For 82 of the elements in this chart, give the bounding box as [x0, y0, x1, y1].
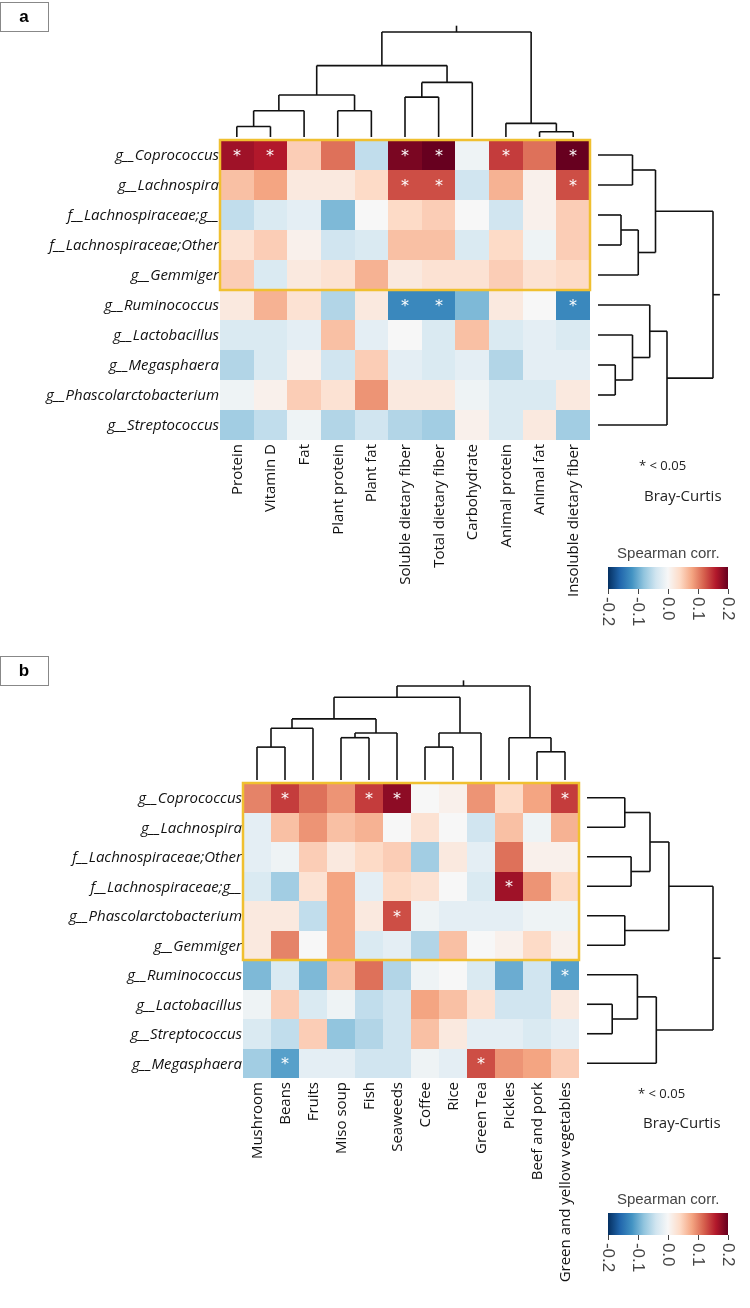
y-tick-label: g__Lachnospira [116, 174, 220, 195]
data-label: * [435, 145, 443, 165]
data-label: * [477, 1053, 485, 1073]
x-tick-label: Insoluble dietary fiber [562, 444, 583, 598]
y-tick-label: g__Ruminococcus [126, 964, 243, 984]
color-bar-label: 0.2 [718, 1242, 738, 1267]
x-tick-label: Vitamin D [259, 444, 280, 513]
y-tick-label: g__Streptococcus [129, 1023, 243, 1043]
x-tick-label: Miso soup [329, 1082, 350, 1154]
x-tick-label: Beans [273, 1082, 294, 1125]
data-label: * [505, 876, 513, 896]
data-label: * [401, 295, 409, 315]
data-label: * [401, 145, 409, 165]
x-tick-label: Animal protein [494, 444, 515, 548]
x-tick-label: Coffee [413, 1082, 434, 1128]
x-tick-label: Fat [292, 444, 313, 466]
color-bar-label: 0.2 [718, 596, 738, 621]
text: Bray-Curtis [643, 1112, 721, 1132]
y-tick-label: g__Streptococcus [106, 414, 220, 435]
data-label: * [569, 295, 577, 315]
y-tick-label: g__Gemmiger [129, 264, 221, 285]
color-bar-title: Spearman corr. [616, 1189, 720, 1207]
x-tick-label: Plant protein [326, 444, 347, 535]
x-tick-label: Beef and pork [525, 1081, 546, 1181]
y-tick-label: g__Lactobacillus [135, 993, 243, 1014]
y-tick-label: g__Lactobacillus [112, 324, 220, 345]
text: b [18, 660, 30, 680]
y-tick-label: g__Megasphaera [131, 1052, 243, 1073]
y-tick-label: f__Lachnospiraceae;Other [70, 846, 244, 866]
y-tick-label: g__Gemmiger [152, 934, 244, 955]
y-tick-label: f__Lachnospiraceae;g__ [88, 875, 242, 896]
data-label: * [233, 145, 241, 165]
data-label: * [561, 965, 569, 985]
y-tick-label: f__Lachnospiraceae;Other [47, 234, 221, 255]
text: * < 0.05 [639, 456, 687, 474]
y-tick-label: g__Coprococcus [114, 144, 220, 165]
y-tick-label: g__Phascolarctobacterium [67, 905, 242, 925]
data-label: * [561, 788, 569, 808]
x-tick-label: Fish [357, 1082, 378, 1110]
color-bar-label: 0.1 [688, 596, 708, 621]
data-label: * [569, 175, 577, 195]
x-tick-label: Green and yellow vegetables [553, 1082, 574, 1283]
x-tick-label: Seaweeds [385, 1082, 406, 1152]
color-bar-label: -0.1 [628, 596, 648, 627]
data-label: * [435, 295, 443, 315]
data-label: * [266, 145, 274, 165]
x-tick-label: Total dietary fiber [427, 444, 448, 568]
y-tick-label: g__Megasphaera [108, 354, 220, 375]
x-tick-label: Fruits [301, 1082, 322, 1122]
x-tick-label: Animal fat [528, 444, 549, 516]
color-bar-label: -0.2 [598, 596, 618, 627]
text: * < 0.05 [638, 1084, 686, 1102]
data-label: * [435, 175, 443, 195]
data-label: * [393, 906, 401, 926]
x-tick-label: Pickles [497, 1082, 518, 1130]
data-label: * [401, 175, 409, 195]
text: Bray-Curtis [644, 485, 722, 505]
x-tick-label: Protein [225, 444, 246, 495]
x-tick-label: Rice [441, 1082, 462, 1111]
data-label: * [502, 145, 510, 165]
data-label: * [365, 788, 373, 808]
x-tick-label: Mushroom [245, 1082, 266, 1160]
y-tick-label: g__Lachnospira [139, 816, 243, 837]
x-tick-label: Carbohydrate [461, 444, 482, 541]
y-tick-label: g__Phascolarctobacterium [44, 384, 219, 405]
color-bar-label: -0.1 [628, 1242, 648, 1273]
data-label: * [281, 1053, 289, 1073]
color-bar-label: 0.1 [688, 1242, 708, 1267]
data-label: * [569, 145, 577, 165]
x-tick-label: Soluble dietary fiber [393, 444, 414, 585]
text: a [19, 6, 30, 26]
color-bar-label: 0.0 [658, 1242, 678, 1267]
color-bar-title: Spearman corr. [617, 543, 720, 561]
x-tick-label: Plant fat [360, 444, 381, 503]
data-label: * [393, 788, 401, 808]
y-tick-label: g__Coprococcus [137, 787, 243, 807]
color-bar-label: 0.0 [658, 596, 678, 621]
x-tick-label: Green Tea [469, 1082, 490, 1154]
y-tick-label: f__Lachnospiraceae;g__ [65, 204, 219, 225]
data-label: * [281, 788, 289, 808]
y-tick-label: g__Ruminococcus [103, 294, 220, 315]
color-bar-label: -0.2 [598, 1242, 618, 1273]
